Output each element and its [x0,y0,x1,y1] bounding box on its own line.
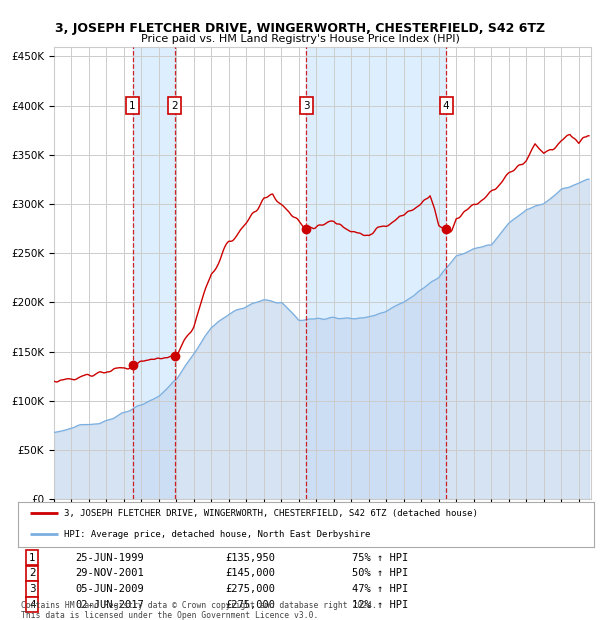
Bar [133,46,175,499]
Text: 1: 1 [29,552,36,562]
Text: 4: 4 [443,100,449,110]
Text: 75% ↑ HPI: 75% ↑ HPI [352,552,409,562]
Text: 3: 3 [303,100,310,110]
Text: 02-JUN-2017: 02-JUN-2017 [76,600,145,609]
Text: £275,000: £275,000 [226,600,275,609]
Text: 12% ↑ HPI: 12% ↑ HPI [352,600,409,609]
Text: 3, JOSEPH FLETCHER DRIVE, WINGERWORTH, CHESTERFIELD, S42 6TZ: 3, JOSEPH FLETCHER DRIVE, WINGERWORTH, C… [55,22,545,35]
Text: £275,000: £275,000 [226,584,275,594]
Text: 05-JUN-2009: 05-JUN-2009 [76,584,145,594]
Text: 25-JUN-1999: 25-JUN-1999 [76,552,145,562]
Text: HPI: Average price, detached house, North East Derbyshire: HPI: Average price, detached house, Nort… [64,530,370,539]
Text: Price paid vs. HM Land Registry's House Price Index (HPI): Price paid vs. HM Land Registry's House … [140,34,460,44]
Text: 50% ↑ HPI: 50% ↑ HPI [352,569,409,578]
Text: 1: 1 [129,100,136,110]
Text: 29-NOV-2001: 29-NOV-2001 [76,569,145,578]
Text: 4: 4 [29,600,36,609]
Text: 3, JOSEPH FLETCHER DRIVE, WINGERWORTH, CHESTERFIELD, S42 6TZ (detached house): 3, JOSEPH FLETCHER DRIVE, WINGERWORTH, C… [64,509,478,518]
Text: £145,000: £145,000 [226,569,275,578]
Text: 47% ↑ HPI: 47% ↑ HPI [352,584,409,594]
Text: 2: 2 [29,569,36,578]
Text: £135,950: £135,950 [226,552,275,562]
Text: 2: 2 [172,100,178,110]
Text: Contains HM Land Registry data © Crown copyright and database right 2024.
This d: Contains HM Land Registry data © Crown c… [21,601,377,620]
Text: 3: 3 [29,584,36,594]
Bar [307,46,446,499]
